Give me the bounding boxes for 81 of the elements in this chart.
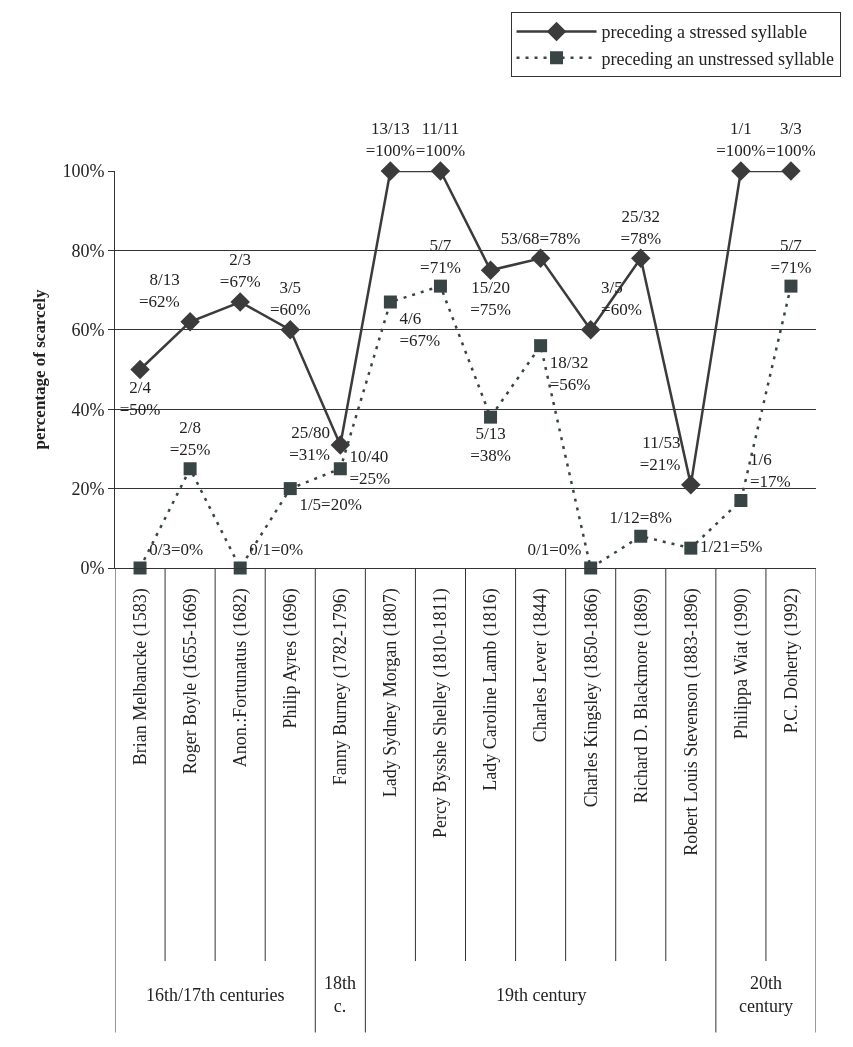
x-tick-label: Percy Bysshe Shelley (1810-1811) — [430, 588, 452, 838]
x-tick-label: Charles Lever (1844) — [530, 588, 552, 743]
point — [534, 339, 548, 353]
data-label: 2/3 =67% — [219, 250, 261, 292]
data-label: 2/8 =25% — [169, 418, 211, 460]
data-label: 53/68=78% — [500, 228, 581, 248]
x-tick-label: Brian Melbancke (1583) — [129, 588, 151, 766]
point — [180, 312, 200, 332]
data-label: 10/40 =25% — [349, 446, 391, 489]
point — [383, 295, 397, 309]
text: 19th century — [496, 985, 587, 1005]
point — [283, 482, 297, 496]
point — [631, 248, 651, 269]
data-label: 15/20 =75% — [470, 278, 511, 320]
data-label: 13/13 =100% — [365, 119, 416, 161]
point — [430, 161, 451, 181]
data-label: 5/7 =71% — [770, 235, 812, 277]
x-tick-label: Richard D. Blackmore (1869) — [630, 588, 652, 804]
x-tick-label: Philippa Wiat (1990) — [730, 588, 752, 740]
point — [530, 248, 551, 269]
point — [781, 161, 801, 181]
data-label: 4/6 =67% — [399, 308, 441, 350]
y-tick-label: 80% — [71, 240, 105, 261]
data-label: 1/1 =100% — [716, 119, 766, 161]
data-label: 1/12=8% — [609, 507, 672, 527]
text: 16th/17th centuries — [146, 985, 285, 1005]
data-label: 5/7 =71% — [420, 235, 461, 277]
y-tick-label: 60% — [71, 320, 105, 341]
point — [684, 541, 698, 555]
data-label: 3/3 =100% — [766, 119, 816, 161]
point — [433, 279, 447, 293]
point — [130, 359, 150, 380]
x-tick-label: P.C. Doherty (1992) — [780, 588, 802, 734]
point — [133, 561, 147, 575]
data-label: 1/5=20% — [299, 495, 362, 515]
y-tick-label: 0% — [80, 558, 105, 579]
data-label: 1/6 =17% — [750, 450, 791, 492]
x-tick-label: Charles Kingsley (1850-1866) — [580, 588, 602, 808]
y-axis-title: percentage of scarcely — [29, 289, 49, 450]
data-label: 0/1=0% — [249, 539, 304, 559]
point — [330, 435, 351, 455]
data-label: 11/11 =100% — [415, 119, 466, 161]
data-label: 3/5 =60% — [269, 278, 311, 320]
x-tick-label: Lady Sydney Morgan (1807) — [380, 588, 402, 798]
data-label: 1/21=5% — [699, 537, 763, 557]
point — [681, 474, 701, 495]
y-tick-label: 40% — [71, 399, 105, 420]
text: 20th century — [739, 973, 793, 1017]
x-tick-label: Robert Louis Stevenson (1883-1896) — [680, 588, 702, 856]
point — [480, 260, 501, 280]
point — [634, 529, 648, 543]
point — [233, 561, 247, 575]
x-tick-label: Roger Boyle (1655-1669) — [179, 588, 201, 775]
x-tick-label: Fanny Burney (1782-1796) — [330, 588, 352, 786]
x-tick-label: Anon.:Fortunatus (1682) — [230, 588, 252, 768]
y-tick-label: 100% — [62, 161, 105, 182]
point — [784, 279, 798, 293]
data-label: 11/53 =21% — [639, 432, 681, 475]
data-label: 0/1=0% — [527, 539, 582, 559]
data-label: 0/3=0% — [149, 539, 204, 559]
point — [584, 561, 598, 575]
point — [230, 292, 250, 312]
point — [183, 462, 197, 476]
legend-label: preceding a stressed syllable — [601, 22, 807, 43]
point — [484, 410, 498, 424]
point — [734, 494, 748, 508]
x-tick-label: Philip Ayres (1696) — [280, 588, 302, 729]
point — [580, 320, 601, 340]
data-label: 18/32 =56% — [549, 352, 591, 394]
point — [731, 161, 751, 181]
point — [333, 462, 347, 476]
data-label: 25/80 =31% — [289, 423, 330, 465]
y-tick-label: 20% — [71, 478, 105, 499]
point — [380, 161, 401, 181]
data-label: 5/13 =38% — [470, 424, 511, 466]
data-label: 25/32 =78% — [620, 206, 662, 248]
data-label: 8/13 =62% — [138, 270, 180, 312]
x-tick-label: Lady Caroline Lamb (1816) — [480, 588, 502, 791]
point — [280, 320, 300, 340]
legend-label: preceding an unstressed syllable — [601, 48, 834, 69]
text: 18th c. — [324, 973, 357, 1017]
